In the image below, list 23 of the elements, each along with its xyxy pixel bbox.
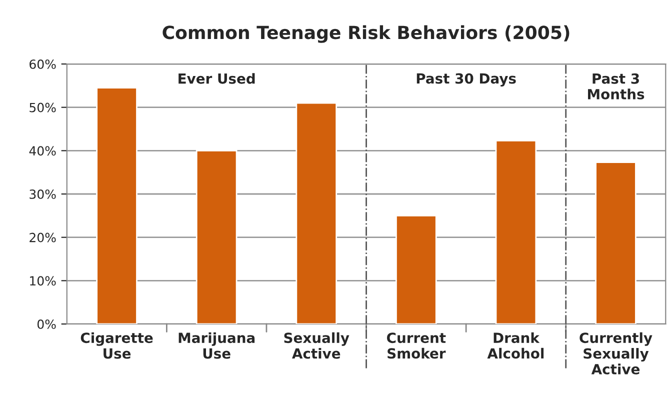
bar <box>396 214 437 324</box>
bar <box>96 87 138 324</box>
y-tick-label: 60% <box>30 59 56 69</box>
x-tick-label: Current Smoker <box>387 332 446 359</box>
x-tick-label: Marijuana Use <box>178 332 255 359</box>
annotation: Past 3 Months <box>588 73 644 100</box>
y-tick-label: 0% <box>37 319 56 329</box>
x-tick-label: Sexually Active <box>284 332 350 359</box>
y-tick-label: 40% <box>29 146 56 156</box>
bar <box>296 102 338 324</box>
annotation: Ever Used <box>178 73 255 84</box>
x-tick-label: Currently Sexually Active <box>580 332 652 374</box>
bar <box>495 140 537 324</box>
annotation: Past 30 Days <box>416 73 516 87</box>
bar <box>196 150 238 324</box>
y-tick-label: 50% <box>30 102 56 112</box>
chart-title: Common Teenage Risk Behaviors (2005) <box>162 25 570 43</box>
x-tick-label: Cigarette Use <box>80 332 153 359</box>
y-tick-label: 30% <box>30 189 56 199</box>
bar <box>595 162 636 324</box>
y-tick-label: 10% <box>30 276 56 286</box>
x-tick-label: Drank Alcohol <box>487 332 544 359</box>
y-tick-label: 20% <box>30 232 56 242</box>
